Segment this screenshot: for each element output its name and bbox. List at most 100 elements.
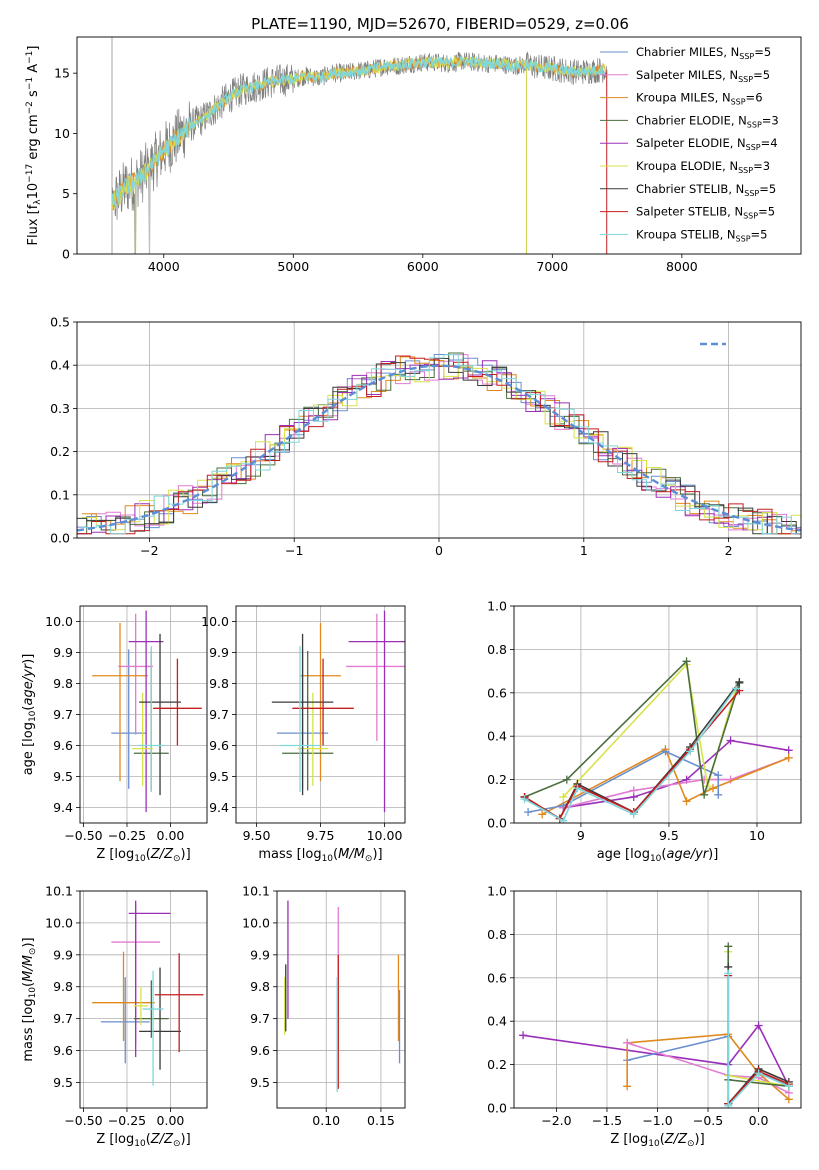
series-line (524, 687, 737, 822)
legend-n: 5 (760, 227, 767, 241)
axes-weight_vs_Z: −2.0 −1.5 −1.0 −0.5 0.0 0.0 0.2 0.4 0.6 0.8 1.0 Z [… (487, 884, 802, 1149)
plot-area-residuals (77, 352, 801, 535)
legend-subscript: SSP (747, 120, 762, 129)
y-tick-label: 10.0 (45, 614, 73, 629)
plus-marker (524, 808, 533, 817)
plus-marker (724, 969, 733, 978)
y-tick-label: 9.6 (250, 1043, 270, 1058)
data-point (118, 613, 154, 735)
legend-entry: Salpeter STELIB, NSSP=5 (636, 205, 775, 221)
plus-marker (682, 797, 691, 806)
label-part: −2 (25, 101, 35, 114)
label-part: ( (146, 847, 151, 862)
y-tick-label: 9.7 (250, 1011, 270, 1026)
plus-marker (708, 784, 717, 793)
series-line (524, 690, 740, 820)
y-tick-label: 10.1 (45, 884, 73, 899)
legend-model-name: Chabrier STELIB (636, 182, 728, 196)
label-part: )] (695, 1132, 705, 1147)
legend-subscript: SSP (743, 212, 758, 221)
label-part: −1 (25, 77, 35, 90)
x-tick-label: 10 (749, 828, 765, 843)
label-part: ] (26, 46, 41, 51)
x-axis-label: Z [log10(Z/Z⊙)] (610, 1132, 704, 1149)
label-part: 10 (134, 854, 146, 864)
y-tick-label: 9.9 (53, 645, 73, 660)
grid-lines (80, 606, 207, 823)
label-part: ( (21, 982, 36, 987)
label-part: )] (181, 1132, 191, 1147)
legend-entry: Chabrier STELIB, NSSP=5 (636, 182, 776, 198)
x-tick-label: −2 (140, 543, 158, 558)
legend-prefix: , N (720, 227, 736, 241)
residual-histogram (81, 364, 801, 535)
y-tick-label: 1.0 (487, 884, 507, 899)
label-part: λ (33, 199, 43, 205)
y-tick-label: 0.2 (50, 444, 70, 459)
x-tick-label: −0.25 (108, 1113, 146, 1128)
normal-curve (77, 364, 801, 532)
y-axis-label: Flux [fλ10−17 erg cm−2 s−1 A−1] (25, 46, 43, 246)
x-tick-label: 0.15 (367, 1113, 395, 1128)
plus-marker (519, 1031, 528, 1040)
legend-prefix: , N (722, 159, 738, 173)
plus-marker (724, 1101, 733, 1108)
label-part: ⊙ (687, 1139, 695, 1149)
plus-marker (714, 771, 723, 780)
weight-series (520, 684, 740, 823)
legend-prefix: , N (715, 91, 731, 105)
data-point (128, 900, 171, 1057)
label-part: 10 (28, 987, 38, 999)
plus-marker (573, 784, 582, 793)
legend-model-name: Kroupa STELIB (636, 227, 720, 241)
y-tick-label: 9.8 (250, 979, 270, 994)
plus-marker (682, 657, 691, 666)
weight-series (520, 686, 744, 823)
legend-entry: Chabrier ELODIE, NSSP=3 (636, 113, 779, 129)
weight-series (524, 747, 723, 817)
data-point (137, 646, 166, 792)
x-tick-label: 0.00 (157, 1113, 185, 1128)
y-tick-label: 0 (62, 247, 70, 262)
y-tick-label: 9.5 (209, 769, 229, 784)
plot-area-weight_vs_age (520, 657, 793, 823)
plus-marker (623, 1038, 632, 1047)
y-tick-label: 0.5 (50, 315, 70, 330)
legend-model-name: Salpeter STELIB (636, 205, 727, 219)
data-point (92, 951, 155, 1041)
legend-prefix: , N (728, 182, 744, 196)
axes-residuals: −2 −1 0 1 2 0.0 0.1 0.2 0.3 0.4 0.5 (50, 315, 802, 558)
y-tick-label: 0.4 (50, 358, 70, 373)
x-tick-label: 0 (435, 543, 443, 558)
legend-subscript: SSP (746, 143, 761, 152)
x-tick-label: 9.75 (307, 828, 335, 843)
axes-frame (513, 605, 802, 824)
x-tick-label: −1.0 (642, 1113, 672, 1128)
legend-eq: = (761, 136, 771, 150)
label-part: 10 (648, 1139, 660, 1149)
x-tick-label: 0.0 (749, 1113, 769, 1128)
label-part: ⊙ (173, 854, 181, 864)
y-tick-label: 0.1 (50, 487, 70, 502)
y-axis-label: age [log10(age/yr)] (21, 654, 38, 776)
label-part: ( (21, 706, 36, 711)
data-point (132, 692, 154, 786)
plot-area-age_vs_mass (271, 610, 405, 813)
legend-eq: = (753, 159, 763, 173)
label-part: age/yr (21, 662, 36, 705)
data-point (282, 650, 334, 791)
y-tick-label: 1.0 (487, 599, 507, 614)
data-point (111, 649, 147, 789)
y-tick-label: 9.4 (53, 800, 73, 815)
label-part: 10 (28, 710, 38, 722)
series-line (727, 973, 790, 1108)
y-tick-label: 9.7 (53, 707, 73, 722)
y-tick-label: 0.8 (487, 642, 507, 657)
label-part: Z/Z (150, 1132, 174, 1147)
label-part: 10 (322, 854, 334, 864)
x-tick-label: −1 (285, 543, 303, 558)
y-tick-label: 10.0 (201, 614, 229, 629)
